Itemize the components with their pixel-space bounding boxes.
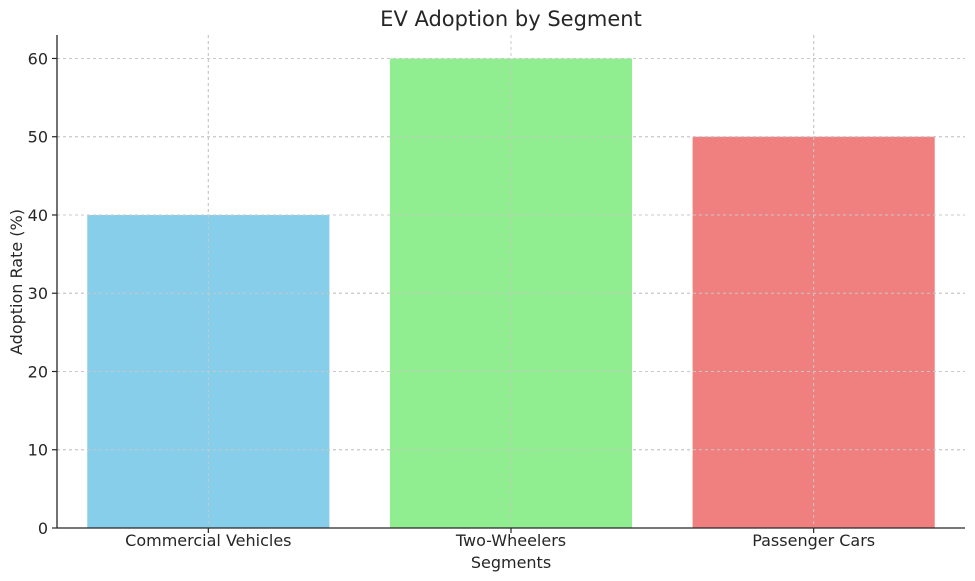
x-tick-label: Commercial Vehicles [125,531,291,550]
grid-overlay [57,35,965,528]
y-tick-label: 50 [28,128,48,147]
y-tick-label: 60 [28,49,48,68]
y-tick-label: 20 [28,362,48,381]
y-axis-label: Adoption Rate (%) [7,209,26,355]
x-axis-label: Segments [471,553,551,572]
y-ticks: 0 10 20 30 40 50 60 [28,49,57,538]
y-tick-label: 10 [28,441,48,460]
y-tick-label: 30 [28,284,48,303]
y-tick-label: 0 [38,519,48,538]
x-tick-label: Passenger Cars [752,531,875,550]
x-tick-label: Two-Wheelers [455,531,566,550]
y-tick-label: 40 [28,206,48,225]
chart-title: EV Adoption by Segment [380,7,642,31]
x-ticks: Commercial Vehicles Two-Wheelers Passenger… [125,528,875,550]
